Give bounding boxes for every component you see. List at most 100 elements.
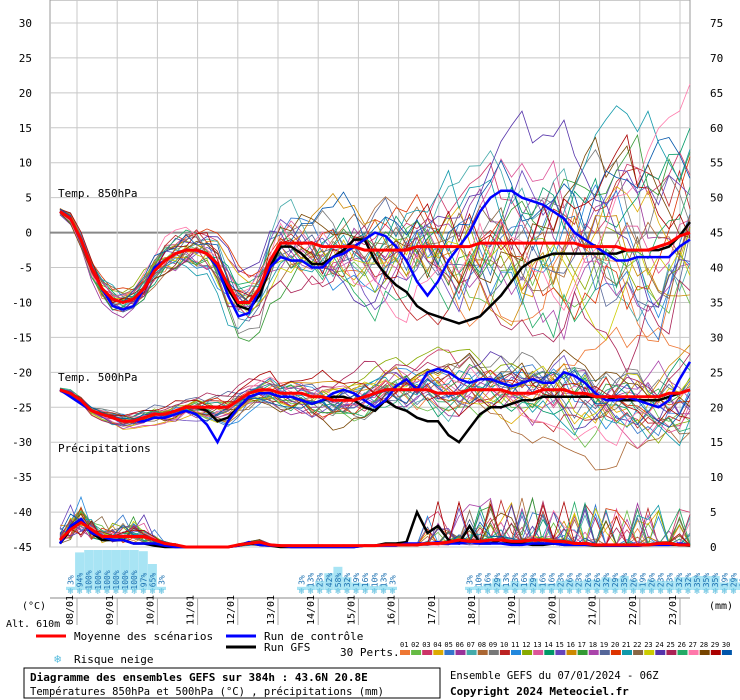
snow-risk-bar	[465, 586, 474, 590]
right-tick-label: 30	[710, 331, 723, 344]
right-tick-label: 25	[710, 366, 723, 379]
snowflake-icon: ❄	[104, 587, 110, 597]
pert-number: 07	[467, 641, 475, 649]
pert-line-t850	[59, 83, 691, 323]
x-tick-label: 11/01	[186, 595, 197, 625]
snow-risk-value: 13%	[502, 573, 511, 588]
right-tick-label: 15	[710, 436, 723, 449]
snow-risk-value: 23%	[657, 573, 666, 588]
snowflake-icon: ❄	[731, 587, 737, 597]
left-axis: 30 25 20 15 10 5 0 -5 -10 -15 -20 -25 -30 -35 -40 -45	[12, 17, 32, 554]
snow-risk-bar	[637, 582, 647, 590]
snow-risk-value: 23%	[511, 573, 520, 588]
pert-swatch	[411, 650, 422, 655]
x-tick-label: 17/01	[427, 595, 438, 625]
x-axis: 08/01 09/01 10/01 11/01 12/01 13/01 14/01 15/01…	[50, 595, 690, 625]
chart-title: Diagramme des ensembles GEFS sur 384h : …	[30, 671, 368, 684]
snowflake-icon: ❄	[621, 587, 627, 597]
pert-number: 21	[622, 641, 630, 649]
snow-risk-bar	[483, 583, 493, 590]
pert-number: 02	[411, 641, 419, 649]
snow-risk-value: 100%	[130, 570, 139, 589]
pert-line-t500	[59, 353, 691, 425]
snowflake-icon: ❄	[77, 587, 83, 597]
snowflake-icon: ❄	[676, 587, 682, 597]
pert-line-t850	[59, 167, 691, 326]
snow-risk-value: 23%	[666, 573, 675, 588]
snow-risk-value: 26%	[648, 573, 657, 588]
pert-swatch	[488, 650, 499, 655]
snowflake-icon: ❄	[317, 587, 323, 597]
snow-risk-value: 35%	[693, 573, 702, 588]
snow-risk-bar	[93, 550, 103, 590]
legend-gfs-label: Run GFS	[264, 641, 310, 654]
pert-swatch	[699, 650, 710, 655]
snow-risk-value: 97%	[139, 573, 148, 588]
pert-line-t850	[59, 156, 691, 321]
snow-risk-value: 3%	[158, 575, 167, 585]
pert-line-t850	[59, 137, 691, 303]
pert-swatch	[644, 650, 655, 655]
right-tick-label: 40	[710, 262, 723, 275]
t500-control-line	[59, 361, 692, 445]
left-tick-label: -10	[12, 296, 32, 309]
snowflake-icon: ❄	[503, 587, 509, 597]
snow-risk-value: 42%	[325, 573, 334, 588]
snowflake-icon: ❄	[521, 587, 527, 597]
right-tick-label: 50	[710, 192, 723, 205]
right-tick-label: 5	[710, 506, 717, 519]
pert-swatch	[522, 650, 533, 655]
snow-risk-value: 32%	[602, 573, 611, 588]
pert-swatch	[577, 650, 588, 655]
snow-risk-value: 3%	[67, 575, 76, 585]
legend-mean-label: Moyenne des scénarios	[74, 630, 213, 643]
snowflake-icon: ❄	[362, 587, 368, 597]
snow-risk-bar	[665, 580, 675, 590]
snow-risk-bar	[138, 551, 148, 590]
snow-risk-value: 35%	[702, 573, 711, 588]
snowflake-icon: ❄	[485, 587, 491, 597]
snow-risk-bar	[583, 579, 593, 590]
pert-swatch	[655, 650, 666, 655]
snow-risk-value: 35%	[620, 573, 629, 588]
snow-risk-bar	[351, 582, 361, 590]
snow-risk-bar	[157, 586, 166, 590]
snow-risk-bar	[501, 584, 511, 590]
x-tick-label: 12/01	[226, 595, 237, 625]
section-label-t850: Temp. 850hPa	[58, 187, 137, 200]
snow-risk-value: 26%	[584, 573, 593, 588]
snowflake-icon: ❄	[549, 587, 555, 597]
pert-swatch	[422, 650, 433, 655]
pert-swatch	[666, 650, 677, 655]
snow-risk-value: 100%	[85, 570, 94, 589]
left-tick-label: -40	[12, 506, 32, 519]
pert-number: 14	[544, 641, 552, 649]
pert-number: 27	[689, 641, 697, 649]
snow-risk-bar	[619, 576, 629, 590]
snow-risk-bar	[610, 578, 620, 590]
x-tick-label: 18/01	[467, 595, 478, 625]
precip-mean-line	[58, 520, 690, 549]
snow-risk-bar	[601, 577, 611, 590]
x-tick-label: 23/01	[668, 595, 679, 625]
right-tick-label: 70	[710, 52, 723, 65]
snowflake-icon: ❄	[667, 587, 673, 597]
snow-risk-value: 16%	[361, 573, 370, 588]
snow-risk-value: 13%	[307, 573, 316, 588]
snow-risk-value: 3%	[466, 575, 475, 585]
snow-risk-value: 16%	[538, 573, 547, 588]
snow-risk-bar	[378, 584, 388, 590]
pert-number: 09	[489, 641, 497, 649]
section-label-t500: Temp. 500hPa	[58, 371, 137, 384]
snow-risk-value: 32%	[675, 573, 684, 588]
snowflake-icon: ❄	[372, 587, 378, 597]
x-tick-label: 19/01	[507, 595, 518, 625]
snow-risk-value: 29%	[729, 573, 738, 588]
snowflake-icon: ❄	[567, 587, 573, 597]
snow-risk-bar	[324, 573, 334, 590]
snow-risk-value: 58%	[334, 573, 343, 588]
pert-number: 11	[511, 641, 519, 649]
snow-risk-bar	[701, 576, 711, 590]
snowflake-icon: ❄	[467, 587, 473, 597]
snowflake-icon: ❄	[68, 587, 74, 597]
